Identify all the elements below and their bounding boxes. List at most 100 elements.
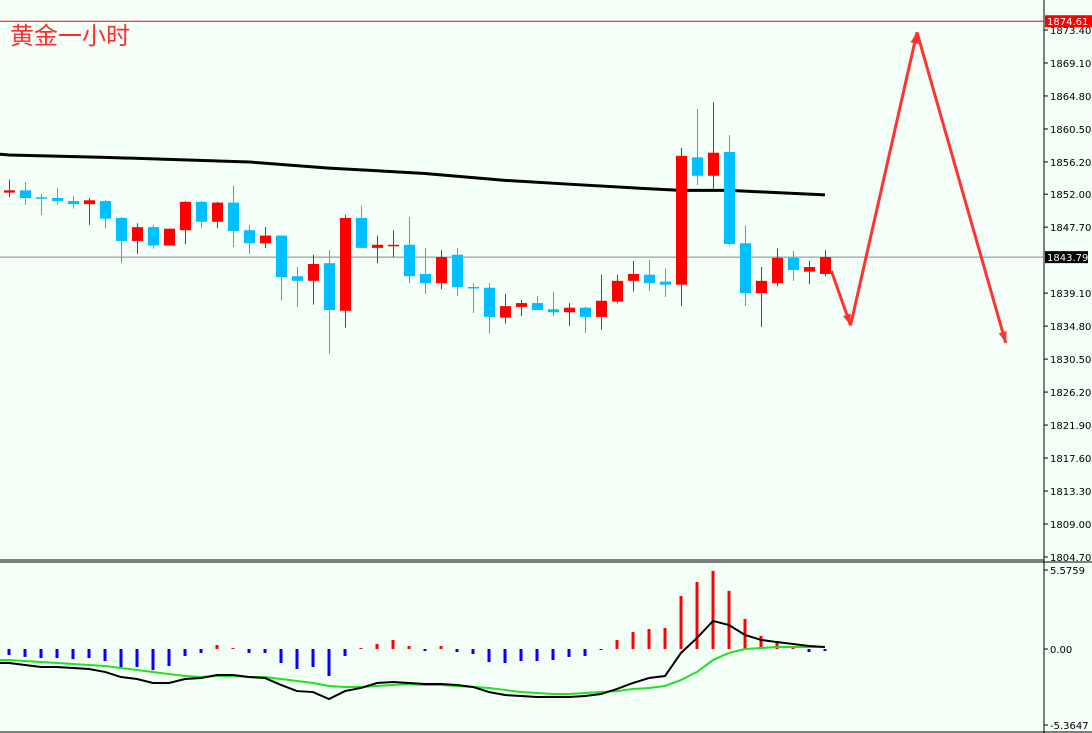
candle-body — [36, 197, 47, 199]
candle-body — [356, 217, 367, 248]
histogram-bar — [311, 649, 315, 667]
candle — [324, 250, 335, 354]
candle — [500, 293, 511, 324]
candle-body — [196, 201, 207, 222]
candle — [740, 225, 751, 307]
candle — [628, 260, 639, 292]
candle — [484, 283, 495, 334]
candle — [164, 228, 175, 246]
candle-body — [500, 306, 511, 318]
candle — [548, 291, 559, 317]
histogram-bar — [343, 649, 347, 656]
y-tick-label: 1839.10 — [1050, 289, 1091, 300]
candle-body — [212, 202, 223, 222]
candle — [404, 217, 415, 284]
histogram-bar — [583, 649, 587, 656]
candle-body — [180, 201, 191, 231]
candle-body — [52, 197, 63, 202]
candle — [340, 214, 351, 328]
candle — [788, 250, 799, 281]
candle-body — [148, 227, 159, 246]
candle-body — [292, 276, 303, 281]
y-tick-label: 1826.20 — [1050, 388, 1091, 399]
histogram-bar — [599, 649, 603, 650]
candle-body — [260, 235, 271, 244]
candle — [676, 148, 687, 307]
histogram-bar — [647, 629, 651, 649]
y-tick-label: 1817.60 — [1050, 454, 1091, 465]
projection-arrow-down-2 — [915, 31, 1008, 344]
histogram-bar — [487, 649, 491, 663]
candle — [772, 248, 783, 287]
candle — [244, 224, 255, 254]
candle — [756, 267, 767, 327]
y-tick-label: 1869.10 — [1050, 59, 1091, 70]
candle — [820, 250, 831, 277]
histogram-bar — [7, 649, 11, 655]
candle-body — [596, 300, 607, 317]
histogram-bar — [567, 649, 571, 657]
y-tick-label: 1804.70 — [1050, 553, 1091, 564]
candle-body — [116, 217, 127, 241]
candle-body — [756, 280, 767, 294]
candle-body — [612, 280, 623, 302]
candle-body — [708, 152, 719, 176]
chart-title: 黄金一小时 — [10, 22, 130, 50]
histogram-bar — [295, 649, 299, 669]
histogram-bar — [199, 649, 203, 653]
y-tick-label: 1809.00 — [1050, 520, 1091, 531]
candle-body — [580, 307, 591, 317]
candle — [100, 200, 111, 229]
histogram-bar — [55, 649, 59, 659]
histogram-bar — [119, 649, 123, 667]
histogram-bar — [519, 649, 523, 662]
projection-arrow-up — [849, 31, 919, 326]
projection-arrow-down-1-head — [842, 313, 851, 326]
candle-body — [276, 235, 287, 278]
candle-body — [564, 307, 575, 313]
histogram-bar — [759, 635, 763, 649]
candle — [148, 224, 159, 249]
histogram-bar — [711, 570, 715, 649]
candle-body — [532, 303, 543, 310]
candle-body — [436, 257, 447, 284]
candle — [532, 296, 543, 310]
candle-body — [548, 309, 559, 313]
candle — [308, 254, 319, 305]
candle — [292, 267, 303, 307]
candle — [612, 274, 623, 304]
candle — [116, 217, 127, 264]
y-tick-label: 1830.50 — [1050, 355, 1091, 366]
histogram-bar — [87, 649, 91, 659]
histogram-bar — [359, 648, 363, 650]
price-level-label: 1874.61 — [1047, 17, 1088, 28]
histogram-bar — [167, 649, 171, 666]
candle-body — [804, 267, 815, 272]
candle — [724, 135, 735, 246]
candle-body — [20, 190, 31, 198]
histogram-bar — [263, 649, 267, 653]
candle — [580, 306, 591, 334]
candle — [644, 260, 655, 291]
histogram-bar — [455, 649, 459, 652]
candle-body — [388, 244, 399, 247]
histogram-bar — [135, 649, 139, 667]
histogram-bar — [183, 649, 187, 656]
projection-arrow-down-2-head — [998, 331, 1007, 343]
histogram-bar — [391, 639, 395, 649]
y-tick-label: 1852.00 — [1050, 190, 1091, 201]
candle — [180, 201, 191, 245]
current-price-label: 1843.79 — [1047, 253, 1088, 264]
candle — [228, 185, 239, 248]
y-tick-label: 1873.40 — [1050, 26, 1091, 37]
histogram-bar — [503, 649, 507, 664]
candle — [212, 201, 223, 228]
histogram-bar — [327, 649, 331, 677]
histogram-bar — [103, 649, 107, 662]
candle — [276, 235, 287, 301]
indicator-tick-label: 5.5759 — [1050, 566, 1085, 577]
candle-body — [420, 273, 431, 284]
indicator-tick-label: -5.3647 — [1050, 721, 1089, 732]
candle-body — [772, 257, 783, 284]
